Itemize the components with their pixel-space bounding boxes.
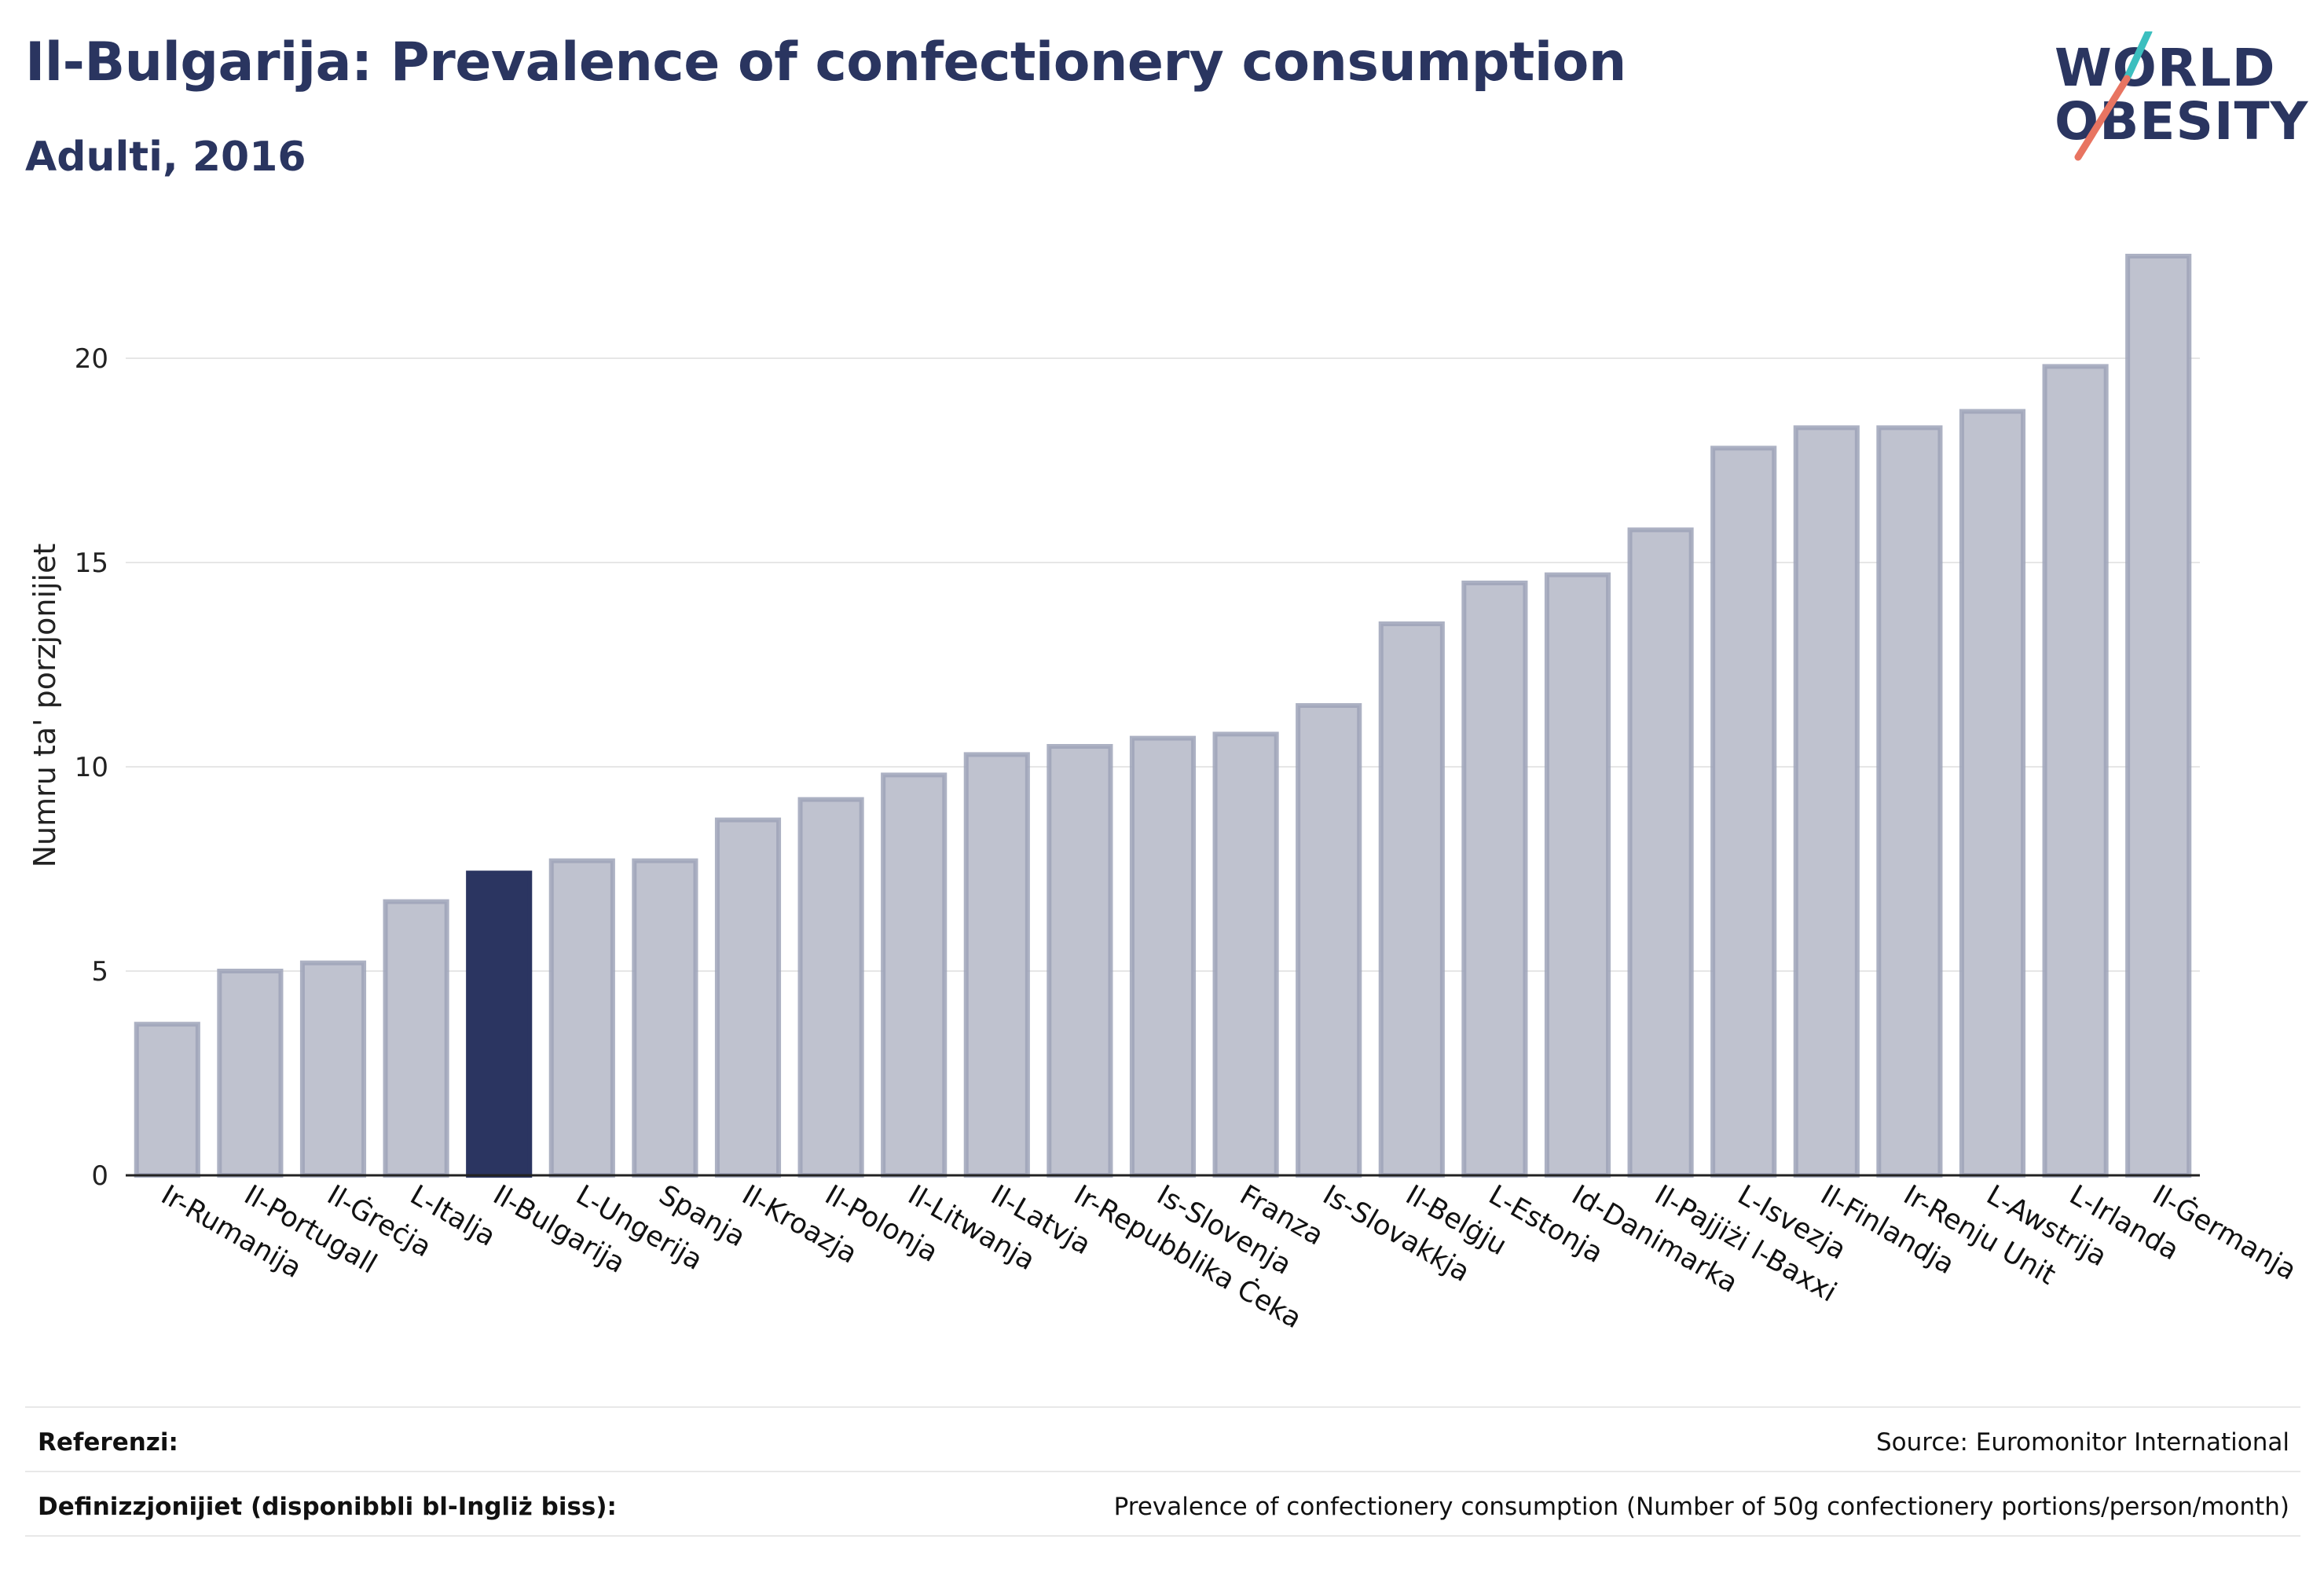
footer-definitions: Definizzjonijiet (disponibbli bl-Ingliż … <box>38 1485 2289 1532</box>
bar <box>1461 581 1528 1178</box>
footer-divider <box>25 1406 2300 1408</box>
bar <box>1544 572 1611 1178</box>
references-value: Source: Euromonitor International <box>1875 1428 2289 1457</box>
bar <box>1129 735 1197 1178</box>
bar <box>299 960 367 1178</box>
y-tick-label: 20 <box>75 343 108 375</box>
y-tick-label: 0 <box>91 1160 108 1192</box>
bar <box>383 899 449 1178</box>
chart-subtitle: Adulti, 2016 <box>25 134 306 181</box>
bar <box>1959 409 2026 1178</box>
world-obesity-logo: WORLD OBESITY <box>2055 31 2308 165</box>
bar <box>1627 527 1694 1178</box>
bar <box>1047 744 1113 1178</box>
bar <box>1378 621 1445 1178</box>
bar <box>797 797 864 1178</box>
references-label: Referenzi: <box>38 1428 178 1457</box>
bar <box>881 772 948 1178</box>
definitions-label: Definizzjonijiet (disponibbli bl-Ingliż … <box>38 1493 617 1521</box>
bar <box>1710 445 1777 1178</box>
bar <box>963 752 1030 1178</box>
definitions-value: Prevalence of confectionery consumption … <box>1113 1493 2289 1521</box>
bar <box>714 817 782 1178</box>
bar <box>2125 254 2192 1178</box>
bar <box>217 969 284 1178</box>
bar <box>1876 425 1943 1178</box>
bar <box>548 858 615 1178</box>
bar <box>632 858 698 1178</box>
footer-divider <box>25 1471 2300 1472</box>
y-tick-label: 10 <box>75 752 108 783</box>
logo-line-1: WORLD <box>2055 38 2276 98</box>
bar-highlight <box>466 870 533 1178</box>
bar <box>1296 703 1362 1178</box>
footer-divider <box>25 1535 2300 1537</box>
y-axis-label: Numru ta' porzjonijiet <box>27 544 62 868</box>
bar <box>1212 731 1279 1178</box>
bar <box>134 1021 200 1178</box>
bar <box>2042 364 2109 1178</box>
logo-slash-icon <box>2074 31 2153 161</box>
footer-references: Referenzi: Source: Euromonitor Internati… <box>38 1420 2289 1468</box>
bar <box>1793 425 1860 1178</box>
y-tick-label: 15 <box>75 548 108 579</box>
y-tick-label: 5 <box>91 956 108 988</box>
chart-title: Il-Bulgarija: Prevalence of confectioner… <box>25 31 1626 93</box>
